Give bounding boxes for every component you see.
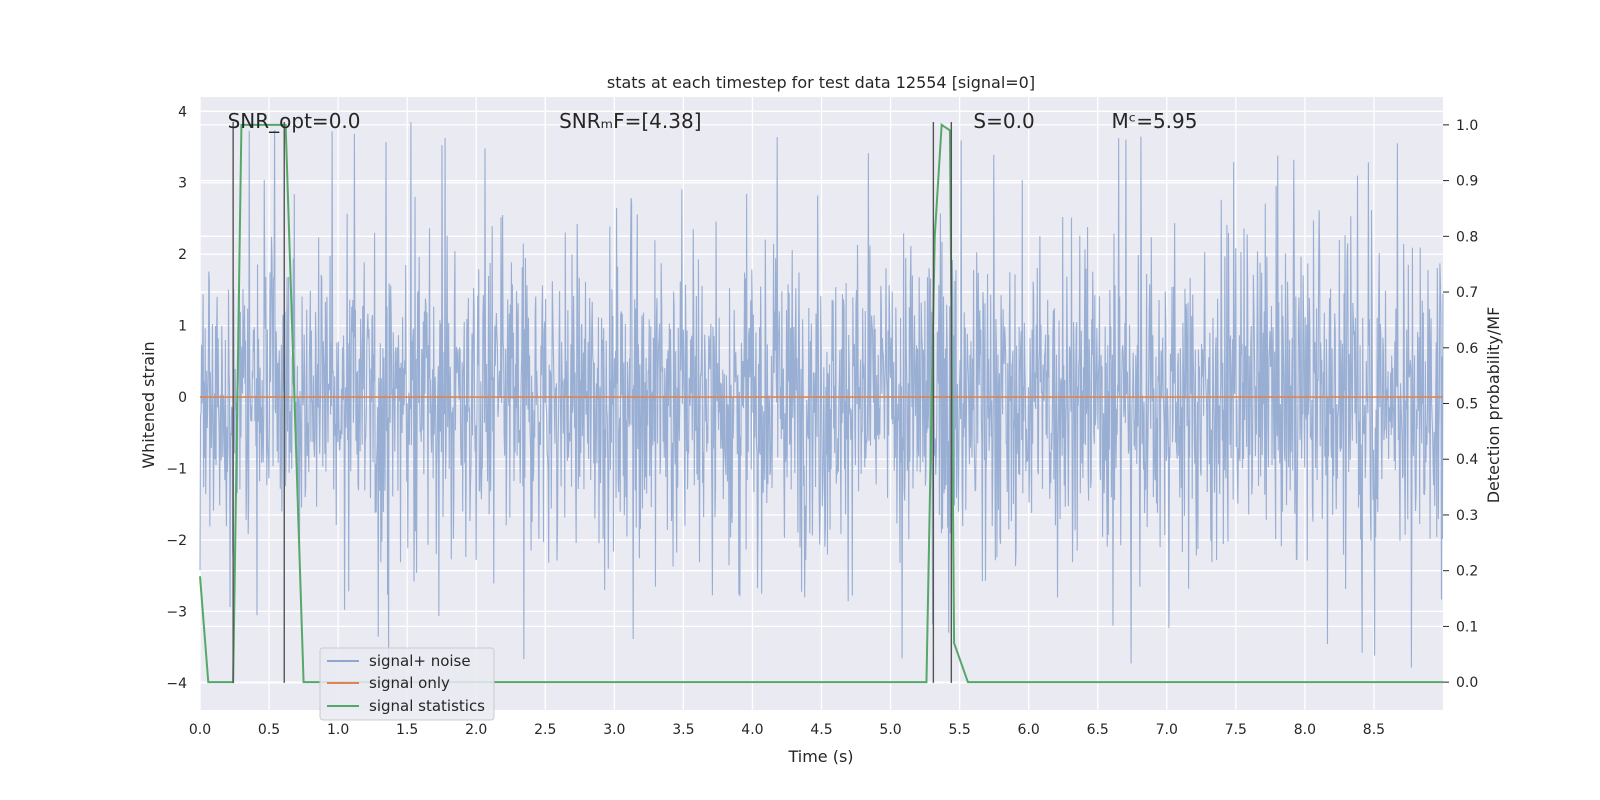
- ticks-layer: 0.0 0.5 1.0 1.5 2.0 2.5 3.0 3.5 4.0 4.5 5.0 5.5 6.0 6…: [166, 104, 1478, 738]
- y2-tick-label: 0.6: [1456, 341, 1478, 357]
- x-tick-label: 7.0: [1156, 722, 1178, 738]
- signal-noise-series: [199, 122, 1444, 668]
- y-tick-label: −4: [166, 676, 187, 692]
- y-axis-label: Whitened strain: [139, 341, 158, 468]
- x-tick-label: 4.0: [741, 722, 763, 738]
- vlines-layer: [232, 122, 953, 683]
- y2-tick-label: 0.0: [1456, 675, 1478, 691]
- x-tick-label: 1.0: [327, 722, 349, 738]
- y-tick-label: 4: [178, 104, 187, 120]
- y-tick-label: −3: [166, 604, 187, 620]
- x-tick-label: 7.5: [1225, 722, 1247, 738]
- y2-tick-label: 0.1: [1456, 619, 1478, 635]
- x-tick-label: 0.0: [189, 722, 211, 738]
- annotation-snr-opt: SNR_opt=0.0: [228, 109, 361, 133]
- chart-title: stats at each timestep for test data 125…: [607, 73, 1035, 92]
- y-tick-label: 2: [178, 247, 187, 263]
- y-tick-label: 0: [178, 390, 187, 406]
- legend-label-signal-only: signal only: [369, 674, 450, 692]
- x-tick-label: 8.0: [1294, 722, 1316, 738]
- y-tick-label: −2: [166, 533, 187, 549]
- annotation-mc-value: Mᶜ=5.95: [1112, 109, 1198, 133]
- x-tick-label: 4.5: [810, 722, 832, 738]
- y-tick-label: −1: [166, 462, 187, 478]
- annotations: SNR_opt=0.0 SNRₘF=[4.38] S=0.0 Mᶜ=5.95: [228, 109, 1198, 133]
- x-tick-label: 5.5: [948, 722, 970, 738]
- y2-tick-label: 0.7: [1456, 285, 1478, 301]
- x-tick-label: 2.0: [465, 722, 487, 738]
- x-tick-label: 1.5: [396, 722, 418, 738]
- x-tick-label: 6.0: [1018, 722, 1040, 738]
- x-tick-label: 6.5: [1087, 722, 1109, 738]
- y2-tick-label: 0.8: [1456, 229, 1478, 245]
- x-tick-label: 5.0: [879, 722, 901, 738]
- annotation-s-value: S=0.0: [973, 109, 1034, 133]
- x-axis-label: Time (s): [787, 747, 853, 766]
- x-tick-label: 3.0: [603, 722, 625, 738]
- y2-tick-label: 0.3: [1456, 508, 1478, 524]
- legend-label-signal-statistics: signal statistics: [369, 697, 485, 715]
- x-tick-label: 3.5: [672, 722, 694, 738]
- y-tick-label: 3: [178, 176, 187, 192]
- signal-noise-line: [199, 122, 1444, 668]
- y2-tick-label: 1.0: [1456, 118, 1478, 134]
- legend: signal+ noise signal only signal statist…: [319, 647, 495, 721]
- y2-tick-label: 0.9: [1456, 174, 1478, 190]
- y2-tick-label: 0.4: [1456, 452, 1478, 468]
- x-tick-label: 8.5: [1363, 722, 1385, 738]
- x-tick-label: 2.5: [534, 722, 556, 738]
- legend-label-signal-noise: signal+ noise: [369, 652, 471, 670]
- legend-box: [319, 647, 495, 721]
- annotation-snr-mf: SNRₘF=[4.38]: [559, 109, 701, 133]
- y2-tick-label: 0.2: [1456, 564, 1478, 580]
- y-tick-label: 1: [178, 319, 187, 335]
- x-tick-label: 0.5: [258, 722, 280, 738]
- y2-axis-label: Detection probability/MF: [1484, 307, 1503, 504]
- y2-tick-label: 0.5: [1456, 397, 1478, 413]
